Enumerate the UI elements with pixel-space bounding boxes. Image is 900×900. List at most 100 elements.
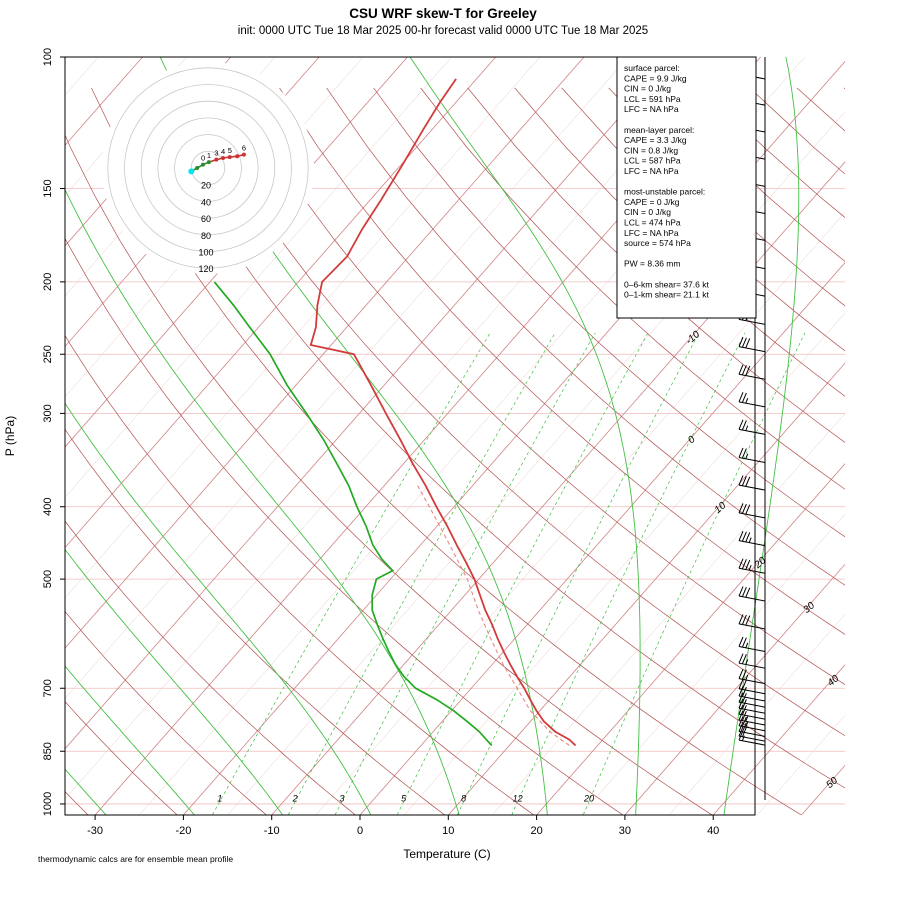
hodograph-point — [221, 155, 226, 160]
pressure-tick-label: 100 — [42, 48, 54, 66]
isotherm-line — [359, 262, 845, 815]
mixing-ratio-line — [287, 332, 556, 815]
mixing-ratio-label: 12 — [513, 794, 523, 804]
hodograph-point — [241, 152, 246, 157]
isotherm-line — [65, 57, 673, 750]
info-box-line: 0–6-km shear= 37.6 kt — [624, 279, 709, 289]
mixing-ratio-label: 5 — [401, 794, 407, 804]
pressure-tick-label: 500 — [42, 570, 54, 588]
moist-adiabat-line — [65, 402, 372, 815]
barb-staff — [738, 713, 766, 720]
dry-adiabat-line — [420, 87, 845, 490]
barb-full — [738, 730, 744, 741]
barb-staff — [738, 730, 766, 737]
hodograph-ring-label: 120 — [198, 264, 213, 274]
barb-staff — [738, 707, 766, 714]
barb-full — [741, 727, 747, 738]
y-axis-label: P (hPa) — [3, 416, 17, 456]
barb-full — [741, 722, 747, 733]
barb-full — [738, 716, 744, 726]
mixing-ratio-label: 3 — [339, 794, 344, 804]
dry-adiabat-line — [65, 334, 534, 815]
barb-full — [741, 420, 747, 431]
dry-adiabat-line — [65, 237, 623, 815]
isotherm-edge-label: 30 — [801, 600, 817, 616]
isotherm-edge-label: 50 — [824, 775, 840, 791]
barb-staff — [738, 688, 766, 695]
barb-full — [738, 392, 744, 403]
barb-full — [738, 475, 744, 486]
isotherm-line — [315, 211, 845, 815]
hodograph-ring-label: 80 — [201, 231, 211, 241]
barb-full — [738, 447, 744, 458]
info-box-line: most-unstable parcel: — [624, 187, 705, 197]
hodograph-ring — [174, 134, 242, 202]
barb-full — [738, 336, 744, 347]
chart-subtitle: init: 0000 UTC Tue 18 Mar 2025 00-hr for… — [238, 25, 648, 37]
pressure-tick-label: 150 — [42, 179, 54, 197]
dry-adiabat-line — [467, 87, 845, 443]
isotherm-line — [668, 614, 845, 815]
dry-adiabat-line — [891, 88, 900, 815]
barb-staff — [738, 735, 766, 742]
isotherm-edge-label: -10 — [684, 329, 702, 347]
hodograph-height-label: 3 — [214, 149, 218, 158]
barb-half — [745, 659, 749, 665]
wind-barb — [738, 558, 766, 574]
barb-full — [745, 587, 751, 598]
temperature-tick-label: -30 — [87, 825, 103, 837]
barb-full — [745, 476, 751, 487]
info-box-line: CIN = 0 J/kg — [624, 84, 671, 94]
isotherm-line — [65, 57, 452, 498]
isotherm-edge-label: 20 — [752, 555, 769, 572]
wind-barb — [738, 364, 766, 380]
isotherm-line — [227, 111, 845, 815]
info-box-line: PW = 8.36 mm — [624, 259, 680, 269]
hodograph-ring — [157, 117, 259, 219]
dewpoint-trace — [213, 281, 493, 747]
barb-full — [741, 614, 747, 625]
info-box-line: LFC = NA hPa — [624, 228, 679, 238]
pressure-tick-label: 250 — [42, 345, 54, 363]
dry-adiabat-line — [279, 87, 845, 635]
info-box-line: CAPE = 3.3 J/kg — [624, 135, 687, 145]
barb-staff — [738, 739, 766, 746]
pressure-tick-label: 1000 — [42, 792, 54, 816]
hodograph-height-label: 1 — [207, 151, 211, 160]
barb-full — [738, 419, 744, 430]
dry-adiabat-line — [65, 428, 445, 815]
isotherm-line — [65, 57, 629, 699]
info-box-line: surface parcel: — [624, 63, 680, 73]
hodograph-background — [102, 62, 314, 274]
mixing-ratio-line — [334, 332, 596, 815]
mixing-ratio-label: 8 — [461, 794, 466, 804]
barb-full — [741, 448, 747, 459]
parcel-trace — [417, 485, 570, 746]
wind-barb — [738, 721, 766, 737]
temperature-tick-label: 20 — [530, 825, 542, 837]
barb-full — [741, 699, 747, 710]
info-box-line: LFC = NA hPa — [624, 166, 679, 176]
hodograph-ring — [190, 150, 226, 186]
hodograph-trace — [190, 161, 210, 172]
barb-full — [738, 726, 744, 737]
mixing-ratio-label: 1 — [217, 794, 222, 804]
info-box-line: source = 574 hPa — [624, 238, 691, 248]
barb-full — [745, 559, 751, 570]
info-box-line: 0–1-km shear= 21.1 kt — [624, 290, 709, 300]
hodograph-ring — [107, 67, 309, 269]
barb-full — [741, 365, 747, 376]
isotherm-line — [757, 714, 845, 815]
wind-barb — [738, 653, 766, 669]
dry-adiabat-line — [65, 520, 356, 815]
hodograph-point — [200, 162, 205, 167]
barb-full — [745, 365, 751, 376]
temperature-tick-label: -20 — [175, 825, 191, 837]
wind-barb — [738, 686, 766, 702]
barb-half — [748, 564, 752, 571]
mixing-ratio-label: 20 — [583, 794, 594, 804]
hodograph-height-label: 6 — [242, 144, 246, 153]
barb-full — [738, 653, 744, 664]
